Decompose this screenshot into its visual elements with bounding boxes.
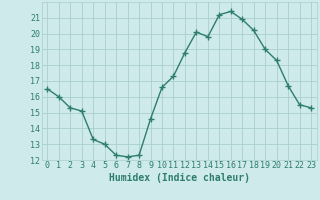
X-axis label: Humidex (Indice chaleur): Humidex (Indice chaleur) [109, 173, 250, 183]
